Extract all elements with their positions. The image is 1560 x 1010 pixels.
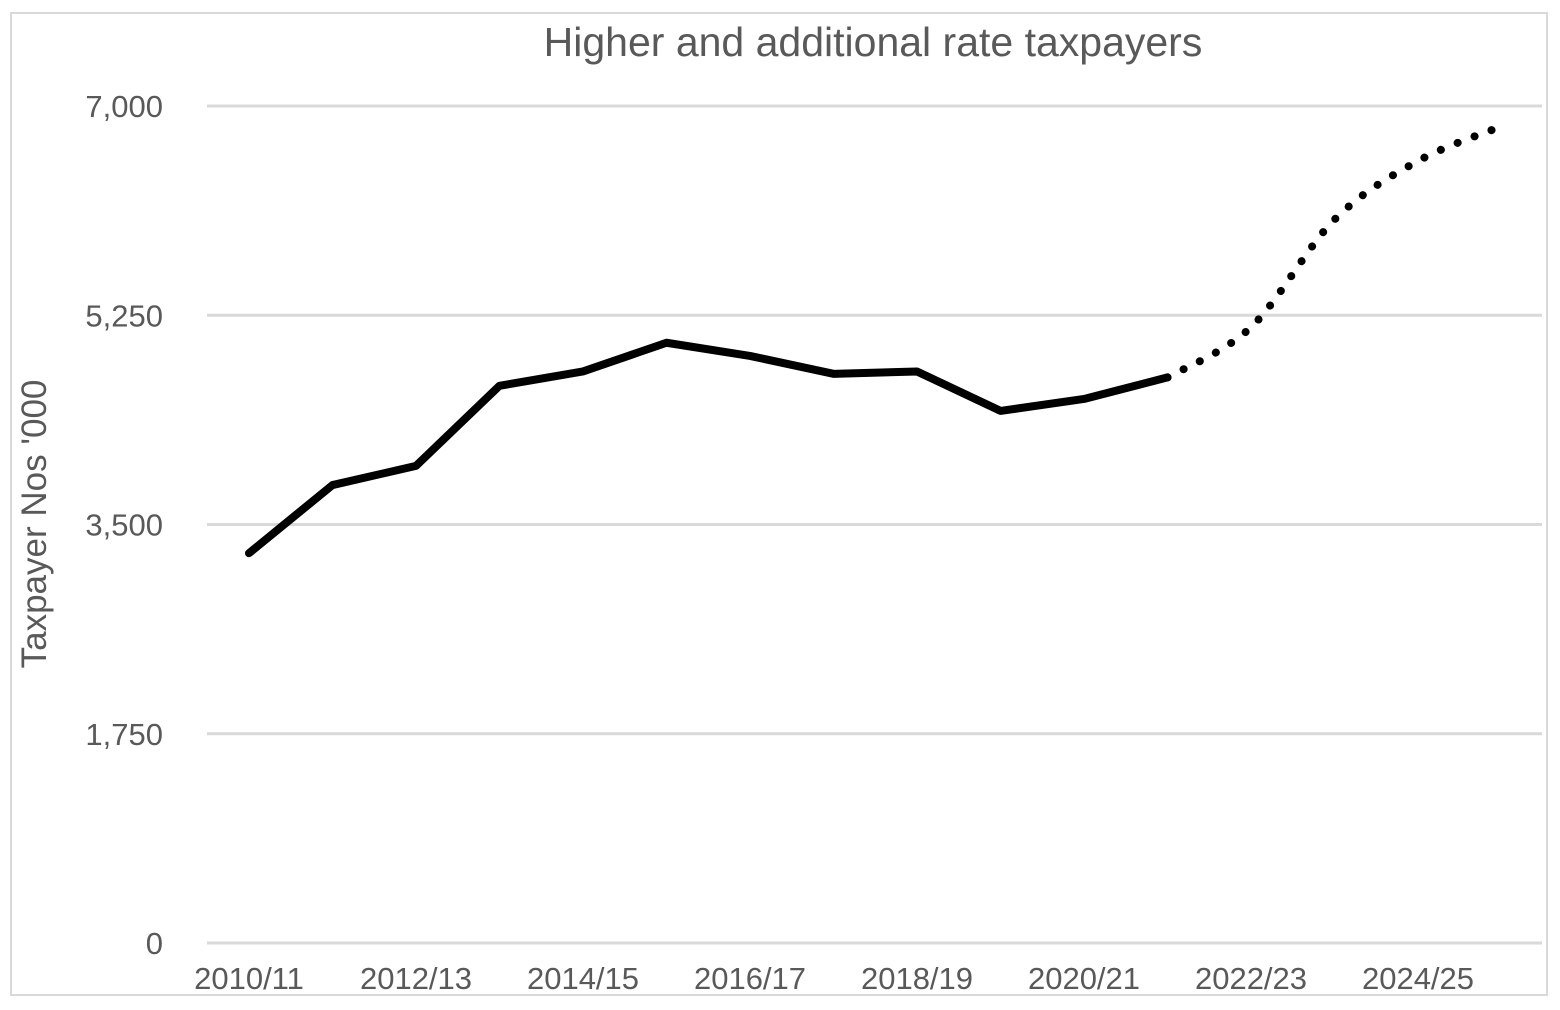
series-line-actual xyxy=(245,338,1172,558)
y-tick-labels: 0 1,750 3,500 5,250 7,000 xyxy=(85,89,163,961)
x-tick-label: 2016/17 xyxy=(694,961,806,996)
y-tick-label: 1,750 xyxy=(85,717,163,752)
series-line-projected xyxy=(1163,122,1506,382)
chart-frame xyxy=(10,12,1548,996)
chart-title: Higher and additional rate taxpayers xyxy=(544,19,1203,65)
x-tick-label: 2018/19 xyxy=(861,961,973,996)
series-lines xyxy=(245,122,1506,558)
y-tick-label: 0 xyxy=(146,926,163,961)
y-tick-label: 3,500 xyxy=(85,508,163,543)
y-axis-label: Taxpayer Nos '000 xyxy=(15,380,54,669)
y-tick-label: 7,000 xyxy=(85,89,163,124)
y-tick-label: 5,250 xyxy=(85,298,163,333)
x-tick-labels: 2010/11 2012/13 2014/15 2016/17 2018/19 2020/… xyxy=(194,961,1474,996)
x-tick-label: 2010/11 xyxy=(194,961,304,996)
x-tick-label: 2012/13 xyxy=(360,961,472,996)
x-tick-label: 2014/15 xyxy=(527,961,639,996)
x-tick-label: 2022/23 xyxy=(1195,961,1307,996)
x-tick-label: 2020/21 xyxy=(1028,961,1140,996)
gridlines xyxy=(207,104,1542,945)
x-tick-label: 2024/25 xyxy=(1362,961,1474,996)
